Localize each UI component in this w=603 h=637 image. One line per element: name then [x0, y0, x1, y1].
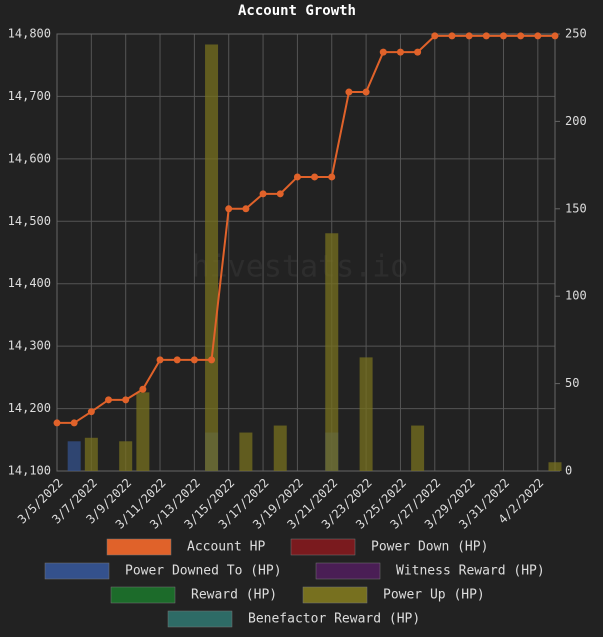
y2-tick-label: 100: [565, 289, 587, 303]
point: [379, 48, 387, 56]
legend-label: Reward (HP): [191, 588, 277, 603]
legend-swatch: [315, 562, 381, 580]
point: [53, 419, 61, 427]
y2-tick-label: 250: [565, 27, 587, 41]
bar: [273, 425, 287, 471]
legend-swatch: [290, 538, 356, 556]
watermark: hivestats.io: [192, 250, 409, 285]
y-tick-label: 14,300: [8, 339, 51, 353]
point: [414, 48, 422, 56]
point: [482, 32, 490, 40]
point: [311, 173, 319, 181]
point: [225, 205, 233, 213]
point: [87, 408, 95, 416]
bar: [119, 441, 133, 471]
bar: [205, 44, 219, 471]
bar: [325, 233, 339, 471]
y-tick-label: 14,200: [8, 401, 51, 415]
point: [465, 32, 473, 40]
point: [208, 356, 216, 364]
y2-tick-label: 0: [565, 464, 572, 478]
point: [259, 190, 267, 198]
point: [242, 205, 250, 213]
point: [122, 396, 130, 404]
y-tick-label: 14,100: [8, 464, 51, 478]
y-tick-label: 14,600: [8, 151, 51, 165]
bar: [67, 441, 81, 471]
chart-title: Account Growth: [238, 3, 356, 19]
point: [276, 190, 284, 198]
point: [551, 32, 559, 40]
point: [70, 419, 78, 427]
legend-label: Witness Reward (HP): [396, 564, 545, 579]
point: [328, 173, 336, 181]
y2-tick-label: 200: [565, 114, 587, 128]
legend-label: Account HP: [187, 540, 265, 555]
legend-label: Power Downed To (HP): [125, 564, 282, 579]
legend-label: Power Up (HP): [383, 588, 485, 603]
point: [105, 396, 113, 404]
plot-border: [56, 33, 556, 472]
legend-swatch: [106, 538, 172, 556]
legend-swatch: [302, 586, 368, 604]
legend-swatch: [110, 586, 176, 604]
y2-tick-label: 50: [565, 376, 579, 390]
bar: [411, 425, 425, 471]
legend-label: Benefactor Reward (HP): [248, 612, 420, 627]
y-tick-label: 14,500: [8, 214, 51, 228]
point: [499, 32, 507, 40]
point: [448, 32, 456, 40]
bar: [548, 462, 562, 471]
legend-label: Power Down (HP): [371, 540, 488, 555]
y2-tick-label: 150: [565, 201, 587, 215]
bar: [136, 392, 150, 471]
point: [517, 32, 525, 40]
y-tick-label: 14,700: [8, 89, 51, 103]
point: [362, 88, 370, 96]
point: [293, 173, 301, 181]
point: [173, 356, 181, 364]
point: [396, 48, 404, 56]
point: [431, 32, 439, 40]
point: [156, 356, 164, 364]
bar: [84, 437, 98, 471]
legend-swatch: [167, 610, 233, 628]
point: [190, 356, 198, 364]
point: [139, 385, 147, 393]
point: [534, 32, 542, 40]
legend-swatch: [44, 562, 110, 580]
bar: [359, 357, 373, 471]
point: [345, 88, 353, 96]
y-tick-label: 14,400: [8, 276, 51, 290]
y-tick-label: 14,800: [8, 27, 51, 41]
bar: [239, 432, 253, 471]
